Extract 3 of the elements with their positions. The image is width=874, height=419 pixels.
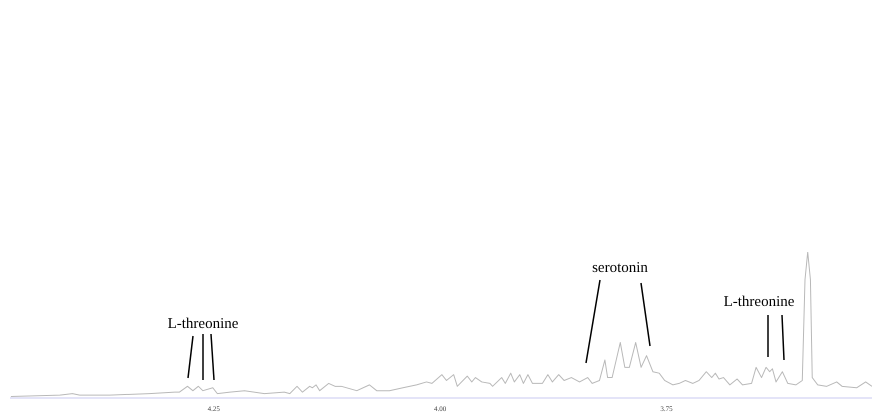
annotation: L-threonine — [168, 316, 239, 332]
annotation: L-threonine — [724, 294, 795, 310]
annotation: serotonin — [592, 260, 648, 276]
